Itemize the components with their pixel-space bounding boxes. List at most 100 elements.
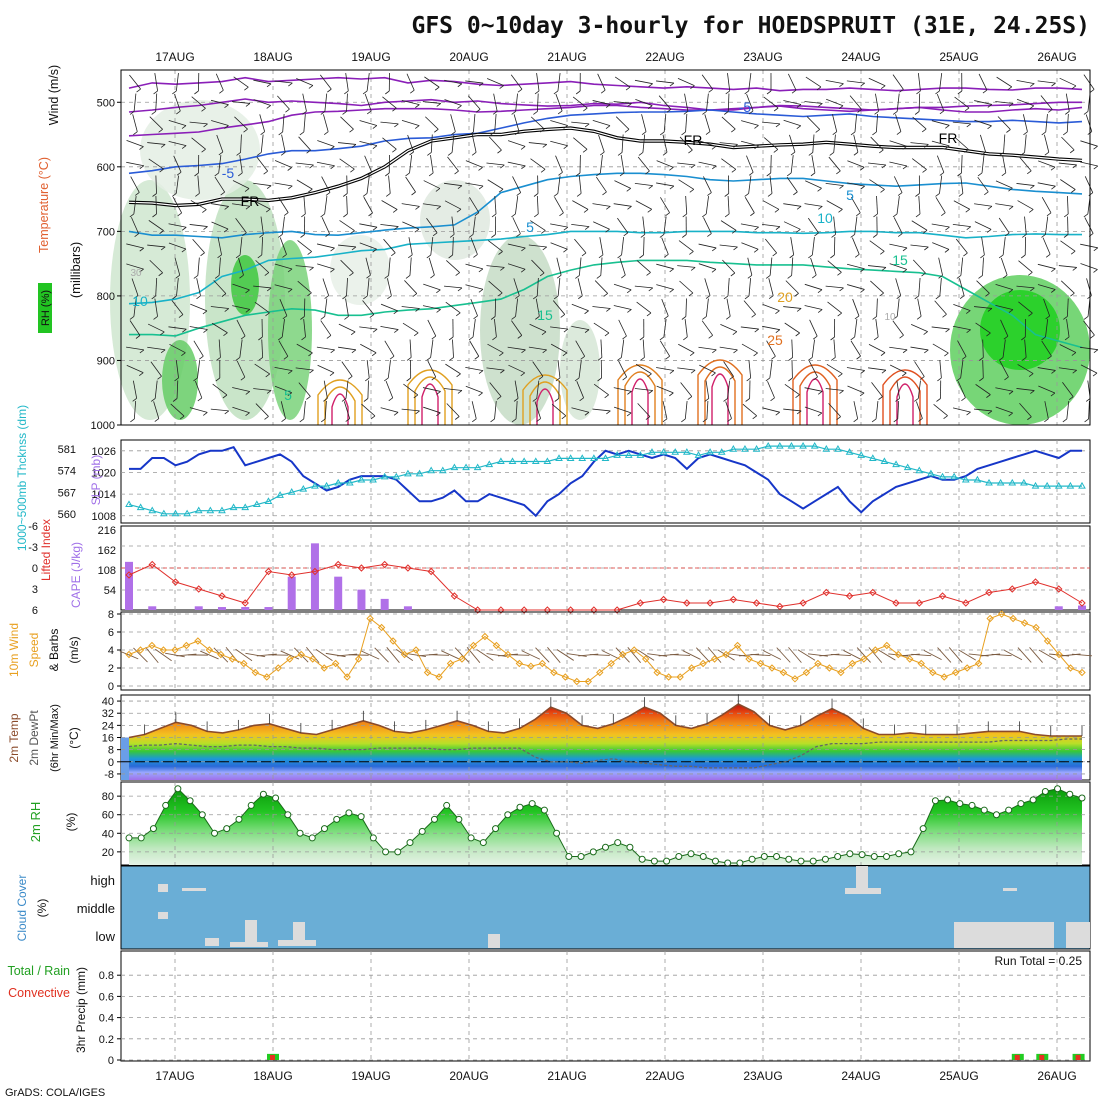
wind-barb bbox=[762, 407, 780, 413]
wind-barb bbox=[203, 123, 208, 128]
wind-barb bbox=[368, 212, 373, 217]
wind-barb bbox=[196, 278, 201, 296]
cloud-bar bbox=[278, 940, 316, 946]
rh-marker bbox=[614, 839, 622, 847]
wind-speed-marker bbox=[550, 668, 558, 677]
wind-barb bbox=[706, 400, 709, 420]
wind-barb bbox=[662, 418, 668, 423]
wind-barb bbox=[818, 206, 823, 210]
wind-barb bbox=[211, 322, 228, 334]
wind-barb bbox=[576, 381, 584, 398]
wind-barb bbox=[681, 418, 686, 423]
wind-barb bbox=[920, 376, 925, 380]
wind-speed-marker bbox=[205, 646, 214, 654]
date-label-top: 25AUG bbox=[939, 50, 978, 64]
wind-barb bbox=[784, 383, 800, 396]
wind-barb bbox=[850, 131, 856, 136]
wind-barb bbox=[826, 200, 843, 210]
thickness-marker bbox=[613, 451, 621, 458]
wind-barb bbox=[280, 401, 286, 419]
wind-barb bbox=[1084, 418, 1089, 423]
cape-tick: 162 bbox=[98, 545, 116, 557]
cape-bar bbox=[194, 606, 203, 610]
wind-barb bbox=[380, 303, 398, 312]
wind-barb bbox=[133, 196, 137, 214]
wind-speed-marker bbox=[871, 646, 880, 654]
thickness-marker bbox=[834, 445, 842, 452]
wind-barb bbox=[320, 111, 326, 115]
lifted-index-marker bbox=[752, 599, 761, 607]
wind-barb bbox=[776, 647, 791, 663]
wind-barb bbox=[296, 179, 313, 190]
wind-barb bbox=[138, 372, 144, 376]
wind-barb bbox=[796, 228, 801, 233]
wind-barb bbox=[857, 109, 862, 113]
wind-barb bbox=[281, 134, 286, 153]
wind-barb bbox=[236, 152, 241, 156]
wind-barb bbox=[1085, 114, 1093, 132]
wind-barb bbox=[627, 103, 632, 107]
wind-barb bbox=[215, 377, 221, 382]
wind-barb bbox=[1080, 364, 1098, 374]
wind-barb bbox=[454, 416, 460, 420]
wind-barb bbox=[343, 213, 348, 218]
wind-barb bbox=[936, 93, 945, 112]
cloud-bar bbox=[230, 942, 268, 947]
wind-barb bbox=[1088, 400, 1090, 420]
wind-barb bbox=[494, 113, 497, 133]
wind-speed-marker bbox=[710, 655, 719, 663]
lifted-index-marker bbox=[799, 599, 807, 607]
wind-barb bbox=[303, 401, 306, 419]
warm-contour bbox=[624, 371, 656, 425]
wind-barb bbox=[995, 203, 1014, 207]
wind-barb bbox=[530, 116, 545, 130]
wind-barb bbox=[362, 90, 368, 95]
cape-bar bbox=[241, 607, 250, 610]
wind-barb bbox=[677, 77, 695, 87]
wind-speed-marker bbox=[446, 659, 455, 668]
wind-barb bbox=[133, 93, 137, 112]
rh-marker bbox=[296, 829, 304, 837]
wind-barb bbox=[221, 293, 227, 297]
wind-barb bbox=[935, 197, 946, 213]
wind-barb bbox=[870, 136, 884, 151]
wind-barb bbox=[788, 357, 793, 361]
wind-barb bbox=[699, 364, 716, 374]
wind-barb bbox=[853, 418, 858, 423]
wind-barb bbox=[931, 223, 950, 228]
date-label-bottom: 18AUG bbox=[253, 1069, 292, 1083]
wind-barb bbox=[814, 232, 819, 237]
rh-marker bbox=[223, 825, 231, 833]
wind-barb bbox=[637, 156, 650, 172]
wind-barb bbox=[665, 355, 670, 360]
rh-marker bbox=[992, 811, 1000, 819]
wind-barb bbox=[879, 292, 884, 297]
thickness-marker bbox=[229, 503, 238, 511]
wind-barb bbox=[914, 361, 925, 377]
thickness-marker bbox=[706, 448, 714, 455]
wind-barb bbox=[557, 175, 561, 194]
wind-barb bbox=[126, 161, 144, 167]
wind-speed-marker bbox=[986, 614, 994, 623]
wind-speed-marker bbox=[297, 650, 305, 659]
wind-barb bbox=[521, 650, 541, 660]
wind-barb bbox=[445, 363, 461, 375]
rh-marker bbox=[663, 857, 671, 865]
wind-barb bbox=[846, 80, 865, 84]
wind-barb bbox=[613, 305, 632, 310]
wind-barb bbox=[910, 142, 929, 145]
wind-barb bbox=[1063, 316, 1068, 320]
wind-barb bbox=[1008, 390, 1014, 395]
wind-barb bbox=[429, 654, 450, 656]
rh-marker bbox=[919, 825, 927, 833]
wind-barb bbox=[266, 287, 272, 292]
wind-barb bbox=[598, 134, 605, 153]
wind-speed-marker bbox=[1009, 614, 1017, 623]
wind-barb bbox=[309, 164, 314, 169]
cloud-level-label: middle bbox=[77, 901, 115, 916]
wind-barb bbox=[987, 308, 993, 312]
wind-barb bbox=[148, 158, 164, 170]
wind-barb bbox=[490, 131, 495, 136]
wind-barb bbox=[563, 248, 568, 253]
wind-barb bbox=[641, 131, 647, 136]
